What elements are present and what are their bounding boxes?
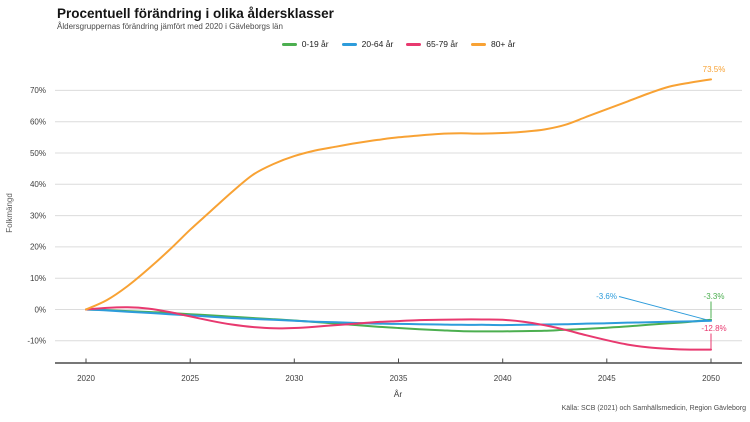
x-axis-title: År — [394, 389, 403, 399]
legend-swatch-80plus — [470, 42, 486, 46]
series-line-80+-år[interactable] — [85, 78, 712, 311]
x-tick-label: 2030 — [285, 374, 303, 383]
x-tick-label: 2035 — [390, 374, 408, 383]
series-line-20-64-år[interactable] — [85, 308, 712, 327]
legend-swatch-65-79 — [406, 42, 422, 46]
end-value-label: -3.6% — [596, 292, 617, 301]
series-line-0-19-år[interactable] — [85, 308, 712, 333]
x-tick-label: 2045 — [598, 374, 616, 383]
legend-swatch-20-64 — [341, 42, 357, 46]
end-value-label: -3.3% — [704, 292, 725, 301]
legend-swatch-0-19 — [281, 42, 297, 46]
end-value-label: -12.8% — [701, 324, 726, 333]
legend-label: 80+ år — [490, 39, 516, 49]
legend-item-65-79[interactable]: 65-79 år — [406, 39, 458, 49]
y-tick-label: 60% — [30, 118, 46, 127]
y-tick-label: 30% — [30, 211, 46, 220]
y-tick-label: 50% — [30, 149, 46, 158]
x-tick-label: 2025 — [181, 374, 199, 383]
x-tick-label: 2050 — [702, 374, 720, 383]
x-tick-label: 2020 — [77, 374, 95, 383]
y-tick-label: -10% — [27, 337, 46, 346]
source-note: Källa: SCB (2021) och Samhällsmedicin, R… — [562, 405, 747, 412]
legend-item-0-19[interactable]: 0-19 år — [281, 39, 329, 49]
chart-title: Procentuell förändring i olika ålderskla… — [57, 6, 334, 21]
y-tick-label: 20% — [30, 243, 46, 252]
y-axis-title: Folkmängd — [5, 193, 14, 233]
y-tick-label: 0% — [34, 305, 46, 314]
end-value-label: 73.5% — [703, 65, 726, 74]
series-line-65-79-år[interactable] — [85, 306, 712, 351]
chart-subtitle: Åldersgruppernas förändring jämfört med … — [57, 22, 283, 31]
legend-label: 20-64 år — [361, 39, 394, 49]
x-tick-label: 2040 — [494, 374, 512, 383]
legend-item-20-64[interactable]: 20-64 år — [341, 39, 394, 49]
legend-label: 0-19 år — [301, 39, 329, 49]
end-label-leader — [618, 296, 711, 322]
y-tick-label: 10% — [30, 274, 46, 283]
legend: 0-19 år 20-64 år 65-79 år 80+ år — [55, 37, 742, 51]
legend-item-80plus[interactable]: 80+ år — [470, 39, 516, 49]
y-tick-label: 40% — [30, 180, 46, 189]
y-tick-label: 70% — [30, 86, 46, 95]
legend-label: 65-79 år — [426, 39, 458, 49]
